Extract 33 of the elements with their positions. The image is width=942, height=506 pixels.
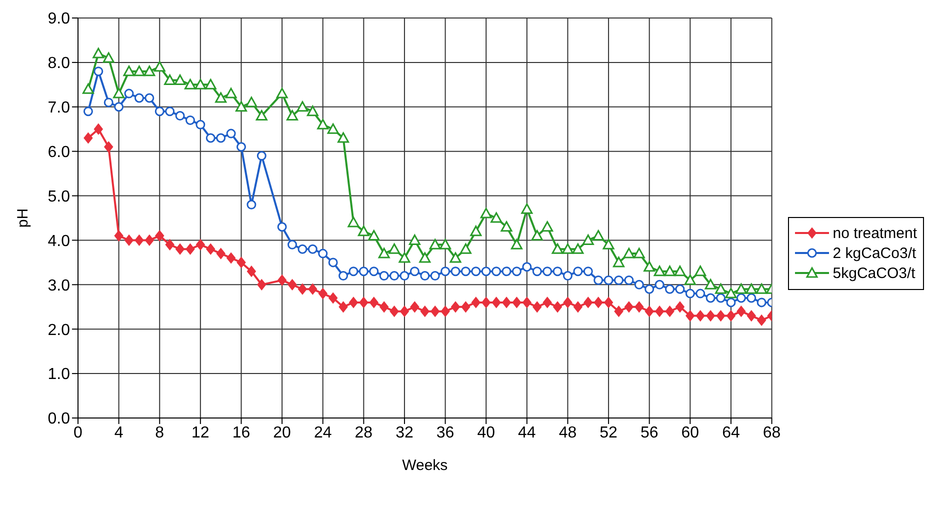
x-tick-label: 44: [518, 424, 536, 442]
y-tick-label: 5.0: [48, 188, 70, 206]
y-tick-label: 3.0: [48, 277, 70, 294]
x-tick-label: 28: [354, 424, 373, 442]
y-tick-label: 7.0: [48, 100, 70, 117]
x-tick-label: 68: [762, 424, 781, 442]
y-tick-label: 4.0: [48, 232, 70, 250]
x-tick-label: 36: [436, 424, 454, 442]
y-axis-title: pH: [14, 208, 32, 228]
x-tick-label: 32: [396, 424, 414, 442]
legend-label: no treatment: [832, 224, 917, 242]
x-tick-label: 60: [681, 424, 700, 442]
y-tick-label: 9.0: [48, 10, 70, 28]
y-tick-label: 2.0: [48, 322, 70, 339]
y-tick-label: 6.0: [48, 144, 70, 162]
legend-label: 5kgCaCO3/t: [832, 264, 916, 282]
x-tick-label: 56: [640, 424, 658, 442]
x-tick-label: 8: [155, 424, 164, 442]
legend-label: 2 kgCaCo3/t: [832, 244, 916, 262]
y-tick-label: 1.0: [48, 366, 70, 384]
x-axis-title: Weeks: [402, 457, 448, 474]
x-tick-label: 52: [600, 424, 618, 442]
x-tick-label: 48: [558, 424, 577, 442]
x-tick-label: 64: [722, 424, 740, 442]
x-tick-label: 0: [74, 424, 83, 442]
x-tick-label: 16: [232, 424, 250, 442]
y-tick-label: 8.0: [48, 55, 70, 72]
y-tick-label: 0.0: [48, 410, 70, 428]
x-tick-label: 40: [477, 424, 496, 442]
x-tick-label: 24: [314, 424, 332, 442]
x-tick-label: 4: [114, 424, 124, 442]
x-tick-label: 20: [273, 424, 292, 442]
x-tick-label: 12: [192, 424, 210, 442]
